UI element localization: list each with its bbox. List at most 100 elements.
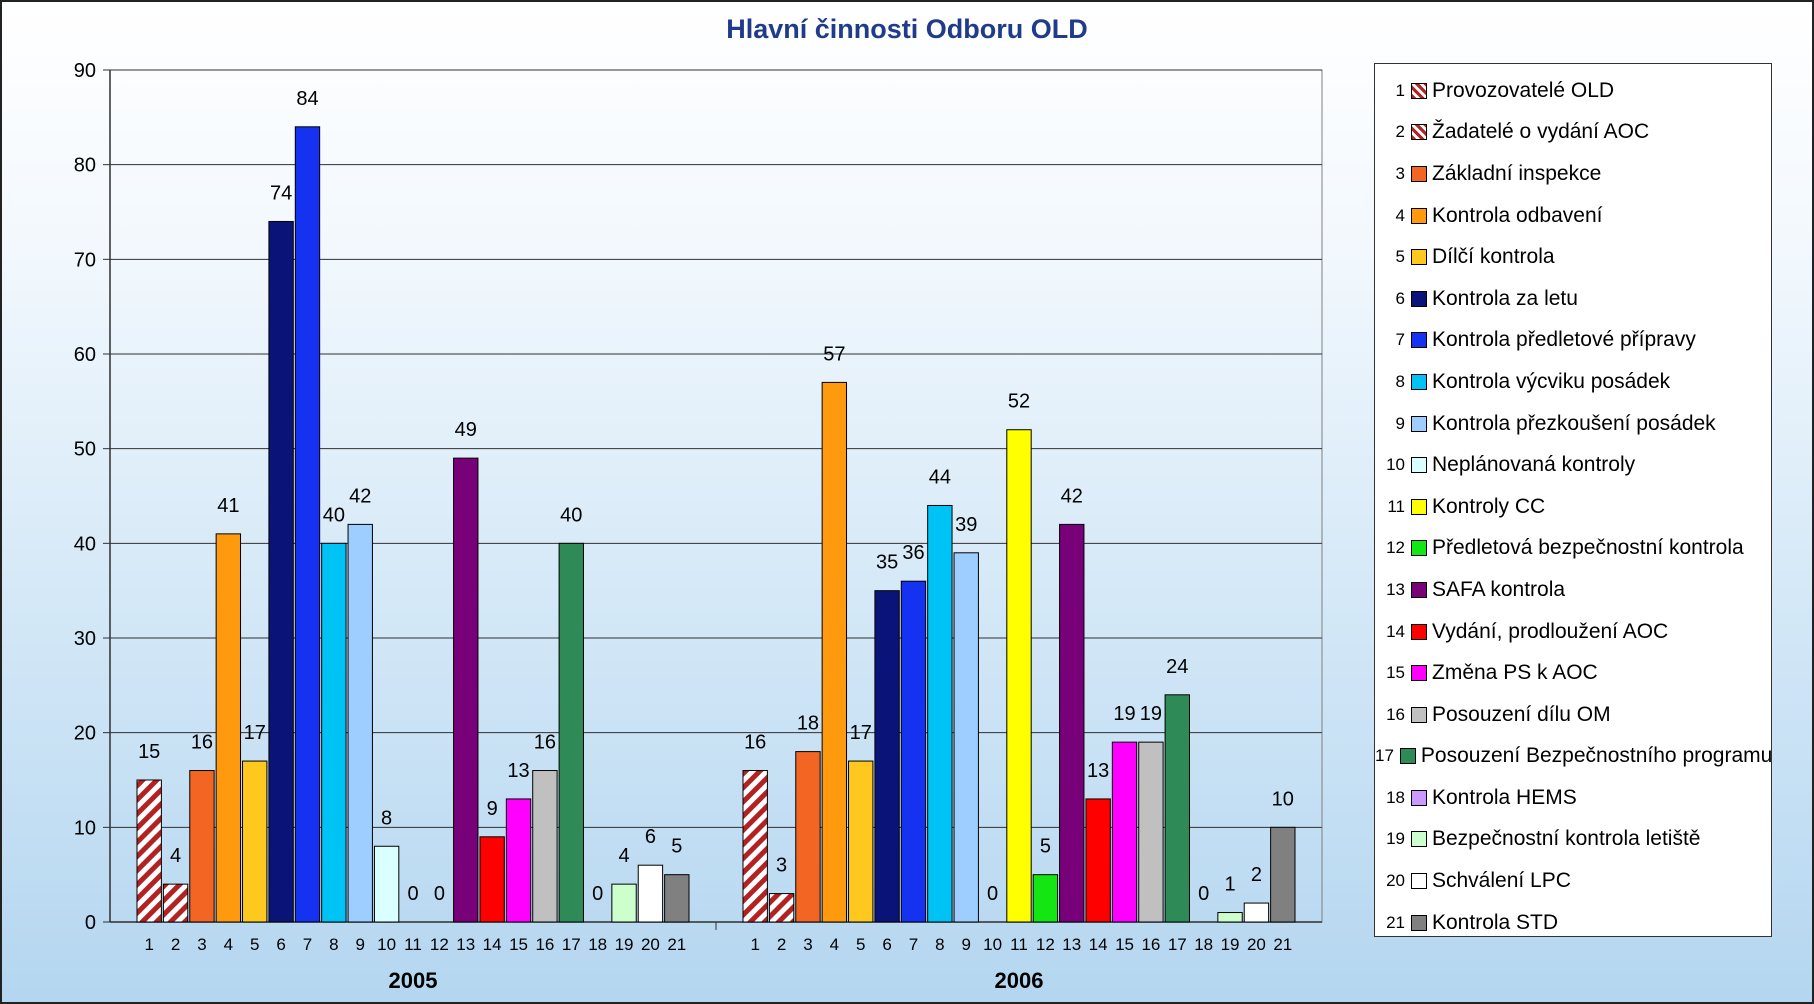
data-label: 17 [850,722,872,744]
bar [1270,826,1296,923]
legend-swatch [1411,789,1427,806]
legend-item: 21 Kontrola STD [1375,902,1771,944]
legend-label: Neplánovaná kontroly [1432,453,1636,477]
category-label: 2 [777,935,786,954]
bar [1059,523,1085,923]
category-label: 3 [197,935,206,954]
bar [532,770,558,923]
bar [927,504,953,923]
legend-swatch [1411,873,1427,890]
data-label: 19 [1113,703,1135,725]
legend-label: Kontrola za letu [1432,286,1578,310]
legend-number: 10 [1386,455,1405,475]
legend-label: Vydání, prodloužení AOC [1432,619,1669,643]
data-label: 2 [1251,864,1262,886]
category-label: 18 [588,935,607,954]
bar [795,751,821,923]
legend-swatch [1411,207,1427,224]
legend-item: 14 Vydání, prodloužení AOC [1375,611,1771,653]
bar [874,590,900,923]
category-label: 14 [483,935,502,954]
legend-swatch [1411,457,1427,474]
data-label: 13 [1087,760,1109,782]
data-label: 4 [170,845,181,867]
data-label: 41 [217,495,239,517]
bar [242,760,268,923]
bar [1006,429,1032,923]
legend-label: Provozovatelé OLD [1432,78,1615,102]
bar [742,770,768,923]
legend-label: Žadatelé o vydání AOC [1432,120,1650,144]
data-label: 6 [645,826,656,848]
bar [189,770,215,923]
legend-number: 2 [1395,122,1405,142]
data-label: 0 [592,883,603,905]
data-label: 15 [138,741,160,763]
bar [505,798,532,923]
legend-number: 21 [1386,912,1405,932]
category-label: 11 [1010,935,1028,954]
legend-label: Dílčí kontrola [1432,245,1555,269]
category-label: 21 [1273,935,1292,954]
bar [347,523,373,923]
bar [373,845,400,923]
y-tick-label: 80 [74,155,96,177]
category-label: 4 [830,935,839,954]
bar [162,883,189,923]
legend-swatch [1411,415,1427,432]
legend-label: Kontrola odbavení [1432,203,1603,227]
data-label: 40 [560,504,582,526]
legend-label: Kontrola předletové přípravy [1432,328,1696,352]
legend-item: 9 Kontrola přezkoušení posádek [1375,403,1771,445]
category-label: 8 [329,935,338,954]
legend-swatch [1411,373,1427,390]
y-tick-label: 30 [74,628,96,650]
legend-swatch [1411,498,1427,515]
legend-number: 17 [1375,746,1394,766]
bar [1243,902,1270,923]
data-label: 44 [929,466,951,488]
legend-item: 3 Základní inspekce [1375,153,1771,195]
category-label: 1 [750,935,759,954]
legend-number: 9 [1395,413,1405,433]
legend-number: 13 [1386,579,1405,599]
legend-label: Posouzení Bezpečnostního programu [1420,744,1773,768]
data-label: 0 [987,883,998,905]
legend-swatch [1411,706,1427,723]
legend-item: 13 SAFA kontrola [1375,569,1771,611]
legend-number: 8 [1395,371,1405,391]
legend-item: 12 Předletová bezpečnostní kontrola [1375,528,1771,570]
category-label: 9 [356,935,365,954]
category-label: 16 [1141,935,1160,954]
legend-item: 6 Kontrola za letu [1375,278,1771,320]
category-label: 8 [935,935,944,954]
legend-number: 1 [1395,80,1405,100]
data-label: 13 [507,760,529,782]
category-label: 15 [1115,935,1134,954]
data-label: 0 [434,883,445,905]
bar [1164,694,1190,923]
category-label: 17 [1168,935,1187,954]
category-label: 19 [1221,935,1240,954]
legend-item: 17 Posouzení Bezpečnostního programu [1375,736,1773,778]
bar [294,126,321,923]
category-label: 6 [276,935,285,954]
data-label: 16 [744,732,766,754]
bar [664,874,690,923]
bar [558,542,584,923]
legend-item: 1 Provozovatelé OLD [1375,70,1771,112]
legend-item: 11 Kontroly CC [1375,486,1771,528]
bar [637,864,664,923]
legend-number: 11 [1387,496,1405,516]
y-tick-label: 0 [85,912,96,934]
category-label: 10 [377,935,396,954]
bar [821,381,848,923]
bar [1138,741,1164,923]
category-label: 21 [667,935,686,954]
data-label: 0 [1198,883,1209,905]
data-label: 3 [776,855,787,877]
legend-number: 7 [1395,330,1405,350]
chart-title: Hlavní činnosti Odboru OLD [726,14,1088,44]
legend-swatch [1399,748,1416,765]
legend-swatch [1411,124,1427,141]
